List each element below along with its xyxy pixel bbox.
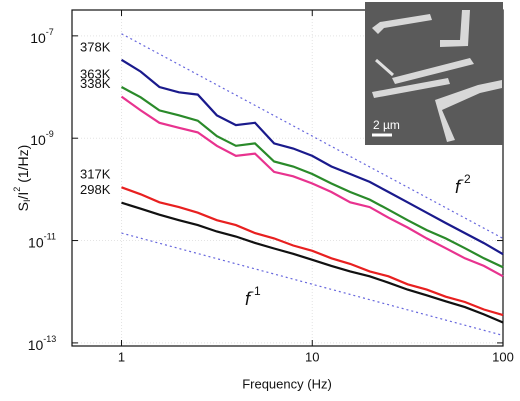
x-tick-label: 100 <box>492 349 514 364</box>
y-tick-label: 10-9 <box>30 130 54 148</box>
inset-electrode <box>372 78 450 98</box>
y-tick-exponent: -7 <box>46 27 54 37</box>
y-label-part: /I <box>15 192 31 200</box>
inset-electrode <box>435 80 502 142</box>
y-tick-label: 10-7 <box>30 27 54 45</box>
inset-scale-label: 2 µm <box>373 118 400 132</box>
series-line <box>121 186 504 317</box>
reference-line <box>121 232 504 337</box>
series-line <box>121 201 504 324</box>
y-label-part: I <box>22 199 32 202</box>
inset-electrode <box>375 58 394 77</box>
y-label-part: S <box>15 202 31 211</box>
y-tick-exponent: -9 <box>46 130 54 140</box>
inset-electrode <box>372 14 432 34</box>
series-label: 338K <box>80 76 111 91</box>
x-tick-label: 10 <box>305 349 319 364</box>
y-tick-exponent: -11 <box>44 232 56 242</box>
series-line <box>120 95 504 278</box>
series-label: 378K <box>80 39 111 54</box>
y-axis-label: SI/I2 (1/Hz) <box>12 145 32 212</box>
y-tick-base: 10 <box>28 337 44 353</box>
reference-line <box>121 33 504 239</box>
y-tick-label: 10-13 <box>28 334 57 352</box>
y-tick-base: 10 <box>30 132 46 148</box>
plot-frame <box>71 9 504 347</box>
y-label-part: 2 <box>12 187 22 192</box>
reference-label-base: f <box>245 289 252 309</box>
y-tick-base: 10 <box>28 234 44 250</box>
x-axis-label: Frequency (Hz) <box>242 376 332 391</box>
inset-electrode <box>440 10 470 47</box>
y-tick-exponent: -13 <box>43 334 56 344</box>
series-line <box>120 86 504 269</box>
y-label-part: (1/Hz) <box>15 145 31 187</box>
reference-label: f-1 <box>245 284 261 309</box>
reference-label-exponent: -2 <box>460 172 471 186</box>
reference-label-exponent: -1 <box>250 284 261 298</box>
reference-label-base: f <box>455 177 462 197</box>
reference-label: f-2 <box>455 172 471 197</box>
series-line <box>120 58 504 256</box>
x-tick-label: 1 <box>118 349 125 364</box>
series-label: 363K <box>80 66 111 81</box>
series-label: 317K <box>80 167 111 182</box>
y-tick-base: 10 <box>30 30 46 46</box>
inset-image: 2 µm <box>365 2 503 145</box>
inset-electrode <box>392 58 474 84</box>
y-tick-label: 10-11 <box>28 232 56 250</box>
series-label: 298K <box>80 182 111 197</box>
